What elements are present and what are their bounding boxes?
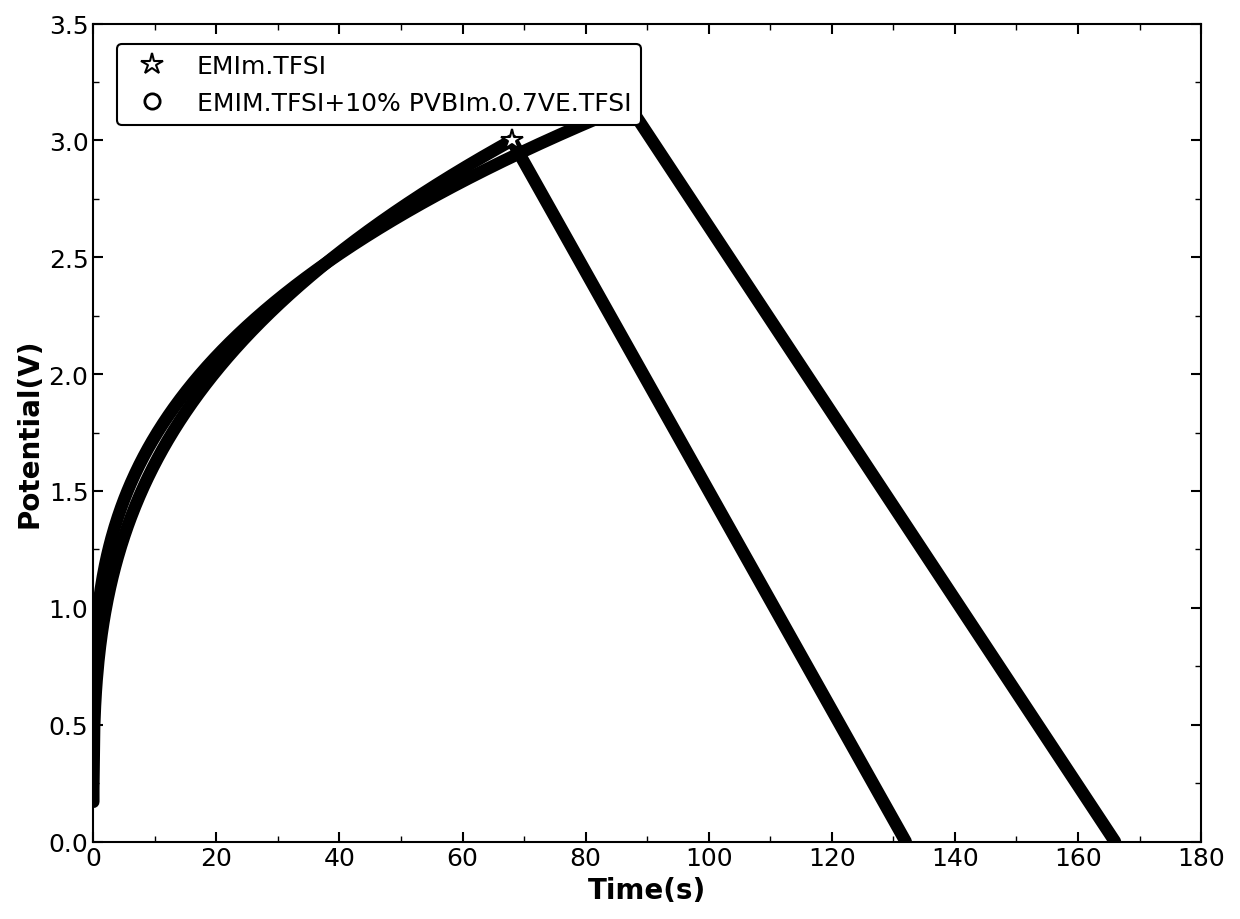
- Y-axis label: Potential(V): Potential(V): [15, 338, 43, 528]
- Legend: EMIm.TFSI, EMIM.TFSI+10% PVBIm.0.7VE.TFSI: EMIm.TFSI, EMIM.TFSI+10% PVBIm.0.7VE.TFS…: [117, 45, 641, 126]
- X-axis label: Time(s): Time(s): [588, 876, 707, 904]
